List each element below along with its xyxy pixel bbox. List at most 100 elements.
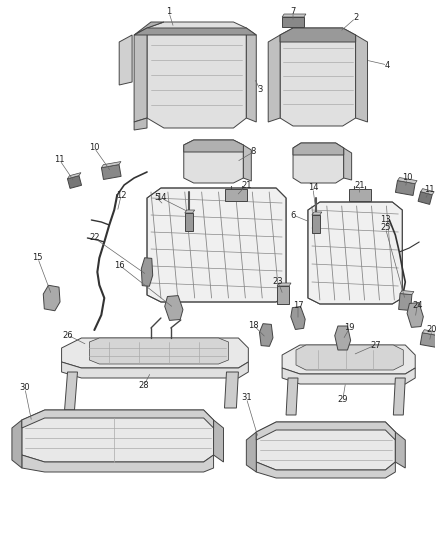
Polygon shape bbox=[67, 173, 81, 179]
Polygon shape bbox=[356, 35, 367, 122]
Text: 24: 24 bbox=[412, 301, 422, 310]
Text: 30: 30 bbox=[20, 384, 30, 392]
Polygon shape bbox=[64, 372, 78, 410]
Polygon shape bbox=[259, 324, 273, 346]
Text: 22: 22 bbox=[89, 233, 99, 243]
Polygon shape bbox=[396, 432, 405, 468]
Polygon shape bbox=[12, 420, 22, 468]
Polygon shape bbox=[134, 28, 256, 35]
Polygon shape bbox=[184, 140, 244, 183]
Polygon shape bbox=[418, 192, 432, 204]
Polygon shape bbox=[256, 422, 396, 440]
Polygon shape bbox=[293, 143, 344, 183]
Polygon shape bbox=[308, 202, 402, 304]
Polygon shape bbox=[407, 303, 424, 327]
Polygon shape bbox=[43, 285, 60, 311]
Polygon shape bbox=[399, 294, 412, 311]
Text: 4: 4 bbox=[385, 61, 390, 69]
Text: 14: 14 bbox=[155, 193, 166, 203]
Polygon shape bbox=[280, 28, 356, 126]
Text: 15: 15 bbox=[32, 254, 43, 262]
Polygon shape bbox=[344, 148, 352, 180]
Text: 13: 13 bbox=[380, 215, 391, 224]
Polygon shape bbox=[225, 372, 238, 408]
Text: 31: 31 bbox=[241, 393, 252, 402]
Text: 8: 8 bbox=[251, 148, 256, 157]
Polygon shape bbox=[393, 378, 405, 415]
Text: 7: 7 bbox=[290, 7, 296, 17]
Polygon shape bbox=[400, 290, 414, 295]
Polygon shape bbox=[184, 140, 244, 152]
Polygon shape bbox=[62, 338, 248, 368]
Text: 20: 20 bbox=[427, 326, 438, 335]
Text: 21: 21 bbox=[241, 181, 251, 190]
Polygon shape bbox=[422, 330, 438, 335]
Text: 1: 1 bbox=[166, 7, 172, 17]
Polygon shape bbox=[89, 338, 229, 364]
Polygon shape bbox=[134, 22, 164, 35]
Polygon shape bbox=[296, 345, 403, 370]
Polygon shape bbox=[134, 118, 147, 130]
Text: 10: 10 bbox=[402, 174, 413, 182]
Polygon shape bbox=[282, 368, 415, 384]
Text: 12: 12 bbox=[116, 190, 127, 199]
Polygon shape bbox=[102, 161, 121, 168]
Polygon shape bbox=[396, 181, 415, 196]
Polygon shape bbox=[22, 410, 214, 428]
Polygon shape bbox=[420, 189, 434, 195]
Polygon shape bbox=[280, 28, 356, 42]
Polygon shape bbox=[256, 462, 396, 478]
Polygon shape bbox=[244, 145, 251, 181]
Polygon shape bbox=[134, 28, 147, 122]
Text: 26: 26 bbox=[62, 330, 73, 340]
Polygon shape bbox=[119, 35, 132, 85]
Text: 10: 10 bbox=[89, 143, 99, 152]
Polygon shape bbox=[185, 213, 193, 231]
Text: 18: 18 bbox=[248, 320, 258, 329]
Polygon shape bbox=[398, 177, 417, 184]
Polygon shape bbox=[226, 189, 247, 201]
Polygon shape bbox=[420, 333, 438, 348]
Polygon shape bbox=[165, 296, 183, 320]
Text: 17: 17 bbox=[293, 301, 303, 310]
Text: 25: 25 bbox=[380, 223, 391, 232]
Polygon shape bbox=[246, 432, 256, 472]
Polygon shape bbox=[214, 420, 223, 462]
Polygon shape bbox=[282, 345, 415, 374]
Polygon shape bbox=[277, 283, 291, 286]
Polygon shape bbox=[147, 22, 246, 128]
Text: 6: 6 bbox=[290, 211, 296, 220]
Polygon shape bbox=[312, 215, 320, 233]
Polygon shape bbox=[282, 14, 306, 17]
Text: 2: 2 bbox=[353, 13, 358, 22]
Polygon shape bbox=[22, 455, 214, 472]
Text: 11: 11 bbox=[424, 185, 434, 195]
Text: 29: 29 bbox=[337, 395, 348, 405]
Polygon shape bbox=[147, 188, 286, 302]
Text: 23: 23 bbox=[273, 278, 283, 287]
Polygon shape bbox=[293, 143, 344, 155]
Polygon shape bbox=[22, 410, 214, 462]
Polygon shape bbox=[141, 258, 153, 286]
Polygon shape bbox=[335, 326, 351, 350]
Text: 28: 28 bbox=[139, 381, 149, 390]
Text: 3: 3 bbox=[258, 85, 263, 94]
Polygon shape bbox=[282, 17, 304, 27]
Text: 14: 14 bbox=[307, 183, 318, 192]
Polygon shape bbox=[62, 362, 248, 378]
Text: 19: 19 bbox=[344, 324, 355, 333]
Polygon shape bbox=[291, 306, 305, 329]
Polygon shape bbox=[286, 378, 298, 415]
Polygon shape bbox=[268, 35, 280, 122]
Polygon shape bbox=[312, 212, 322, 215]
Text: 16: 16 bbox=[114, 261, 124, 270]
Text: 27: 27 bbox=[370, 341, 381, 350]
Text: 11: 11 bbox=[54, 156, 65, 165]
Polygon shape bbox=[185, 210, 195, 213]
Polygon shape bbox=[246, 28, 256, 122]
Polygon shape bbox=[277, 286, 289, 304]
Text: 21: 21 bbox=[354, 181, 365, 190]
Polygon shape bbox=[349, 189, 371, 201]
Polygon shape bbox=[256, 422, 396, 470]
Text: 5: 5 bbox=[154, 193, 159, 203]
